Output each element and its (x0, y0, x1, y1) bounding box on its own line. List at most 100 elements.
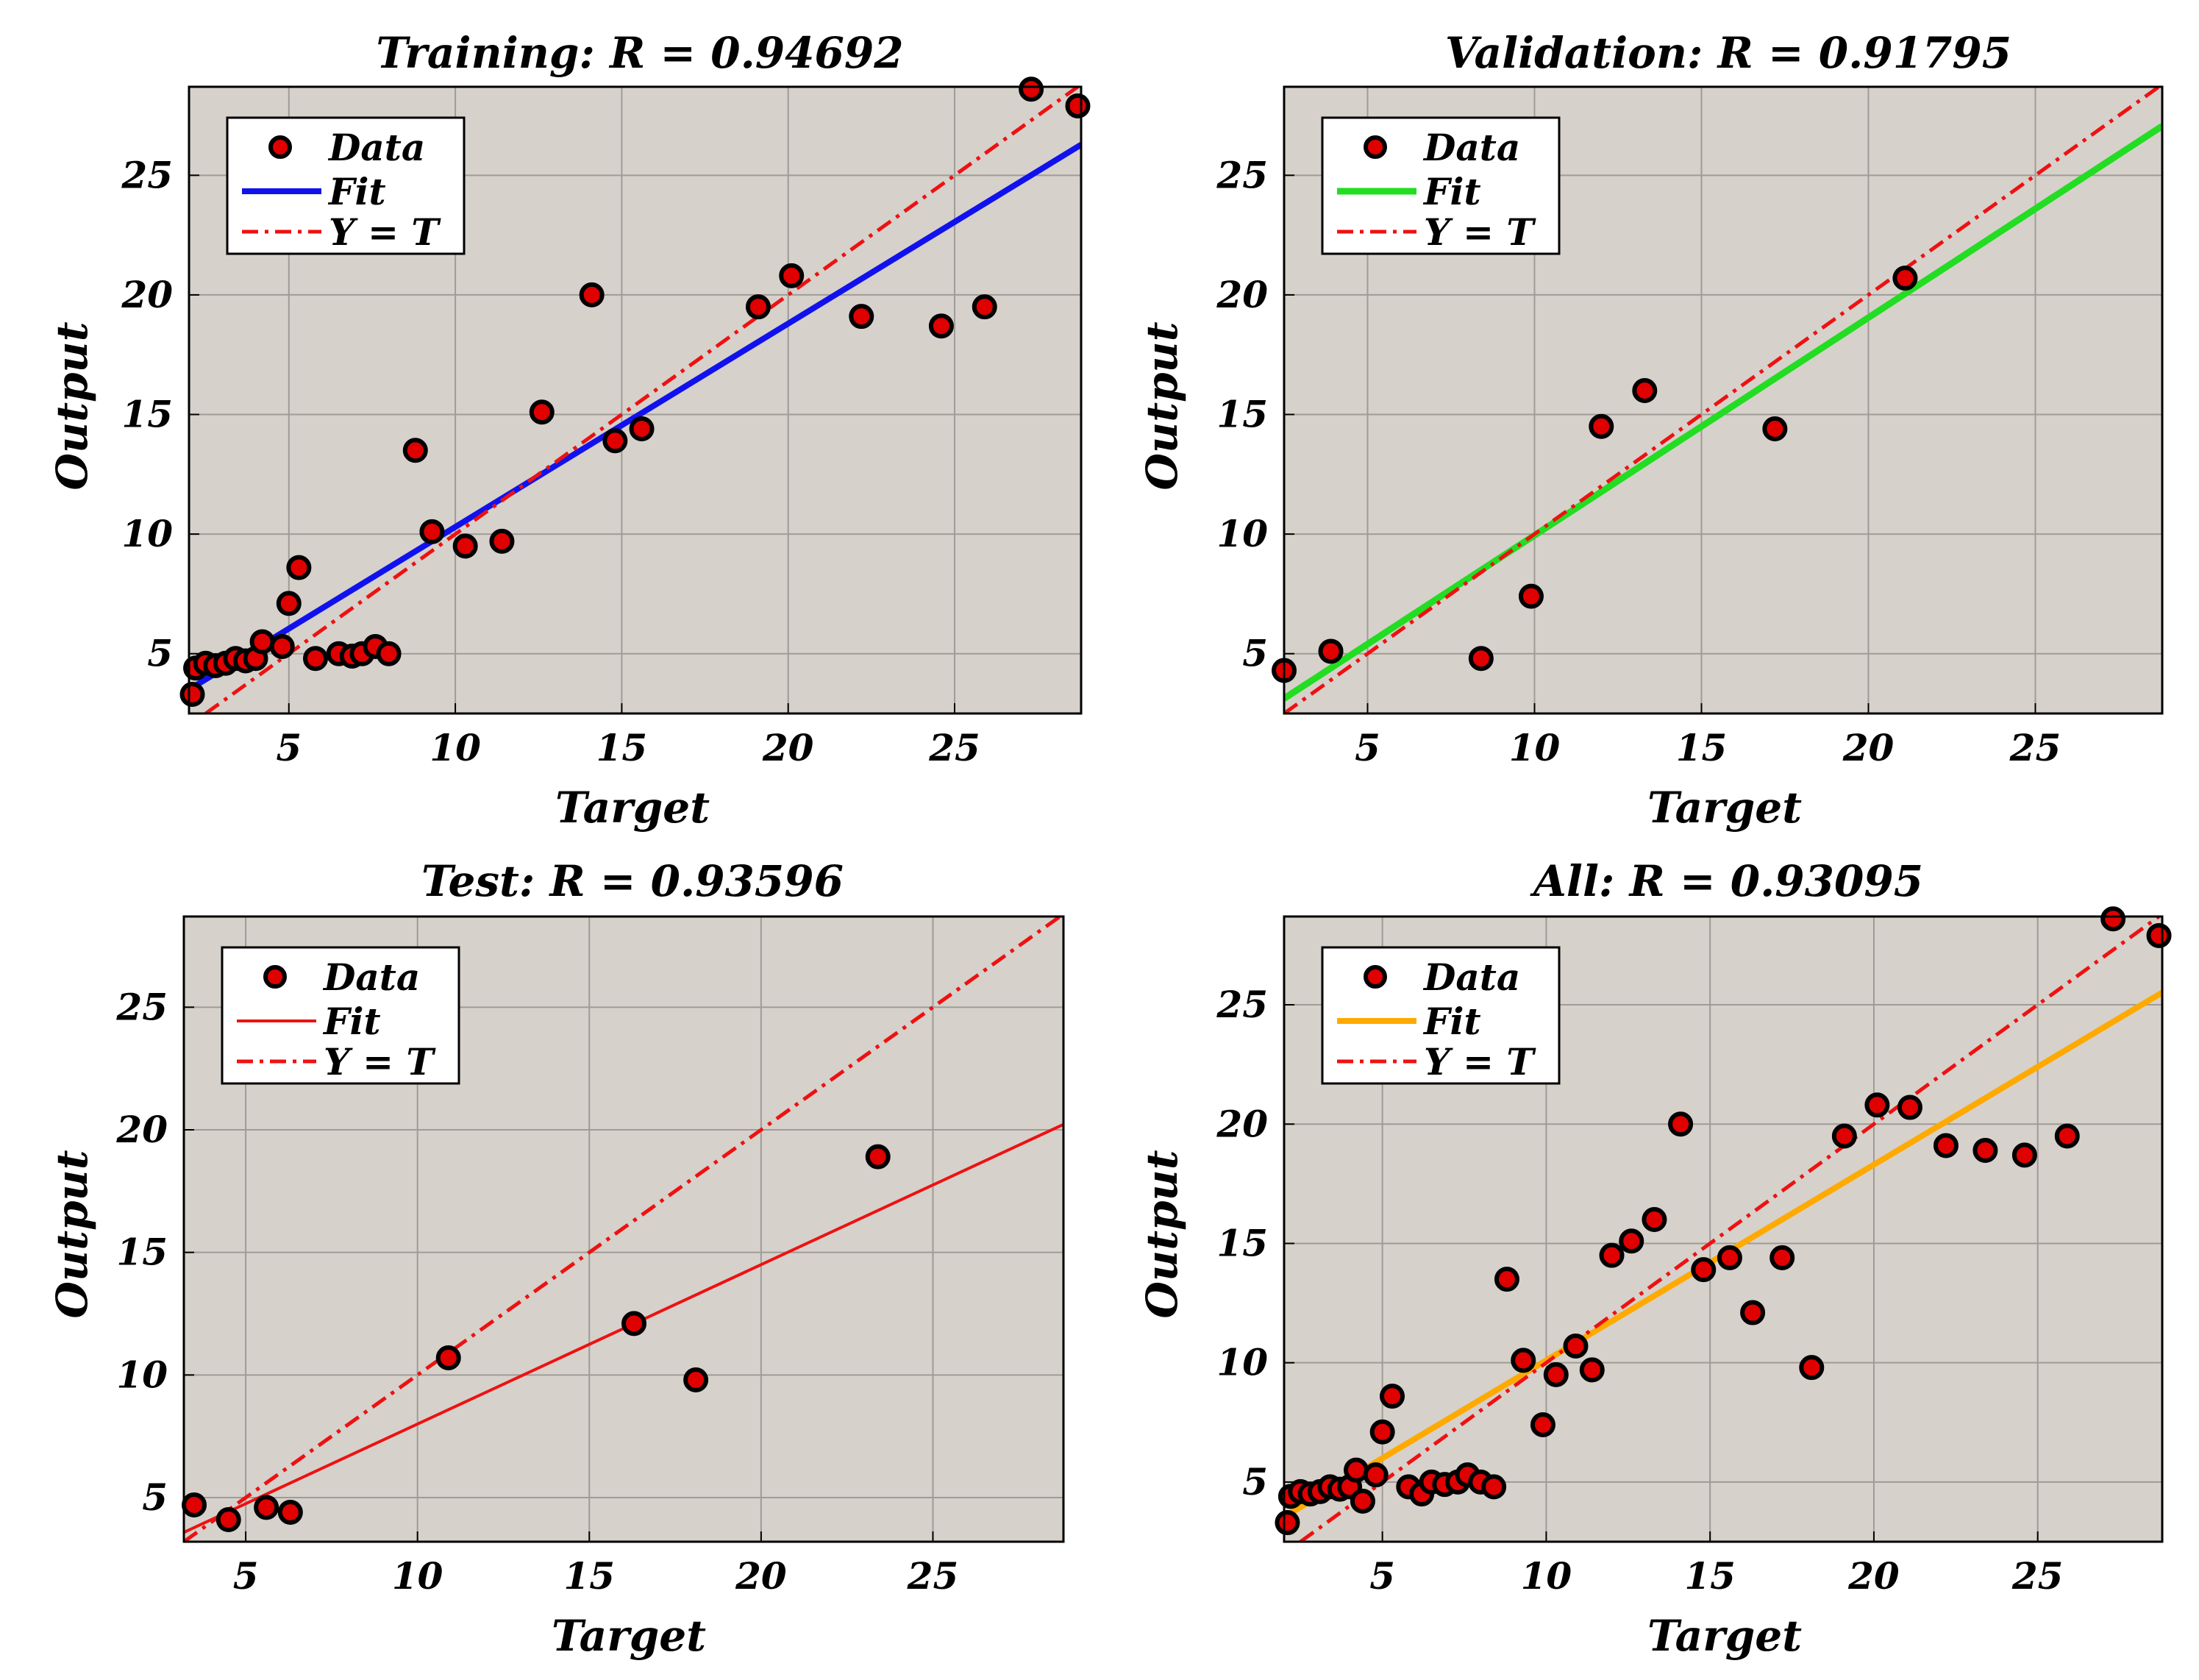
panel-all: All: R = 0.93095 Target Output 5 10 15 20 25… (1137, 856, 2172, 1661)
data-point (1065, 93, 1091, 119)
legend-label-ideal: Y = T (1424, 1040, 1536, 1083)
legend-label-data: Data (1422, 126, 1520, 169)
data-point (276, 591, 302, 616)
y-tick-label: 5 (1242, 632, 1268, 675)
x-tick-label: 25 (2009, 726, 2061, 769)
y-tick-label: 15 (1216, 393, 1268, 436)
legend-marker-data (1364, 965, 1387, 989)
x-tick-label: 5 (1369, 1554, 1395, 1598)
y-tick-label: 5 (147, 632, 173, 675)
y-tick-label: 20 (1216, 1102, 1268, 1145)
x-axis-label: Target (552, 1611, 706, 1661)
data-point (2146, 922, 2172, 948)
x-tick-label: 10 (1521, 1554, 1572, 1598)
data-point (1518, 583, 1544, 609)
x-tick-label: 15 (596, 726, 648, 769)
data-point (1579, 1357, 1605, 1383)
legend-label-fit: Fit (1422, 1000, 1481, 1043)
data-point (972, 294, 997, 320)
data-point (779, 263, 805, 288)
panel-title: Training: R = 0.94692 (376, 28, 903, 78)
x-tick-label: 5 (233, 1554, 259, 1598)
y-tick-label: 25 (1216, 153, 1268, 196)
data-point (182, 1492, 207, 1517)
data-point (865, 1144, 891, 1170)
legend-marker-data (1364, 135, 1387, 159)
legend-label-ideal: Y = T (324, 1040, 436, 1083)
data-point (435, 1345, 461, 1370)
data-point (602, 428, 628, 454)
data-point (683, 1367, 709, 1392)
panel-title: All: R = 0.93095 (1530, 856, 1923, 906)
axes-frame (1283, 85, 2164, 715)
ideal-line (204, 87, 1079, 713)
x-tick-label: 20 (1842, 726, 1895, 769)
panel-test: Test: R = 0.93596 Target Output 5 10 15 20 2… (47, 856, 1065, 1661)
legend-marker-data (268, 135, 292, 159)
y-tick-label: 10 (116, 1353, 168, 1396)
data-point (1619, 1228, 1644, 1254)
data-point (1369, 1419, 1395, 1445)
data-point (579, 282, 605, 307)
data-point (254, 1495, 279, 1520)
data-point (1344, 1457, 1369, 1483)
x-tick-label: 15 (563, 1554, 615, 1598)
data-point (489, 528, 515, 554)
y-tick-label: 15 (1216, 1221, 1268, 1264)
y-tick-label: 25 (115, 985, 168, 1028)
legend-label-ideal: Y = T (329, 210, 441, 254)
data-point (1363, 1462, 1389, 1488)
data-point (1275, 1510, 1300, 1536)
legend-label-fit: Fit (1422, 170, 1481, 213)
x-tick-label: 25 (2011, 1554, 2064, 1598)
data-point (1468, 646, 1494, 672)
y-axis-label: Output (1137, 1150, 1187, 1318)
data-point (1380, 1384, 1405, 1409)
fit-line (189, 142, 1081, 692)
data-point (1691, 1257, 1717, 1283)
y-axis-label: Output (47, 321, 97, 490)
y-tick-label: 10 (1216, 1341, 1268, 1384)
data-point (1972, 1137, 1998, 1163)
panel-training: Training: R = 0.94692 Target Output 5 10 1… (47, 28, 1091, 833)
data-point (1511, 1348, 1536, 1373)
data-point (928, 313, 954, 339)
y-tick-label: 20 (115, 1108, 168, 1151)
y-tick-label: 10 (121, 512, 173, 555)
fit-line (1284, 123, 2162, 702)
data-point (1563, 1333, 1589, 1359)
data-point (1740, 1300, 1766, 1325)
y-axis-label: Output (1137, 321, 1187, 490)
data-point (402, 438, 428, 463)
data-point (1318, 638, 1344, 664)
data-point (1864, 1092, 1890, 1118)
data-point (621, 1311, 647, 1336)
data-point (1632, 377, 1658, 403)
y-tick-label: 15 (116, 1231, 168, 1274)
data-point (1530, 1412, 1555, 1438)
y-tick-label: 20 (121, 273, 173, 316)
panel-title: Validation: R = 0.91795 (1445, 28, 2011, 78)
x-tick-label: 10 (430, 726, 481, 769)
legend-label-fit: Fit (322, 1000, 381, 1043)
x-tick-label: 15 (1676, 726, 1728, 769)
x-tick-label: 10 (1509, 726, 1561, 769)
data-point (1481, 1474, 1507, 1500)
panel-validation: Validation: R = 0.91795 Target Output 5 1… (1137, 28, 2164, 833)
data-point (2100, 906, 2126, 932)
data-point (1892, 266, 1918, 291)
x-tick-label: 25 (928, 726, 980, 769)
data-point (452, 533, 478, 559)
y-axis-label: Output (47, 1150, 97, 1318)
y-tick-label: 15 (121, 393, 173, 436)
ideal-line (184, 916, 1061, 1542)
data-point (2054, 1123, 2080, 1149)
data-point (1642, 1207, 1667, 1233)
data-point (1350, 1488, 1375, 1514)
axes-frame (182, 915, 1065, 1543)
y-tick-label: 20 (1216, 273, 1268, 316)
data-point (302, 646, 328, 672)
y-tick-label: 5 (142, 1476, 168, 1519)
data-point (286, 555, 312, 580)
